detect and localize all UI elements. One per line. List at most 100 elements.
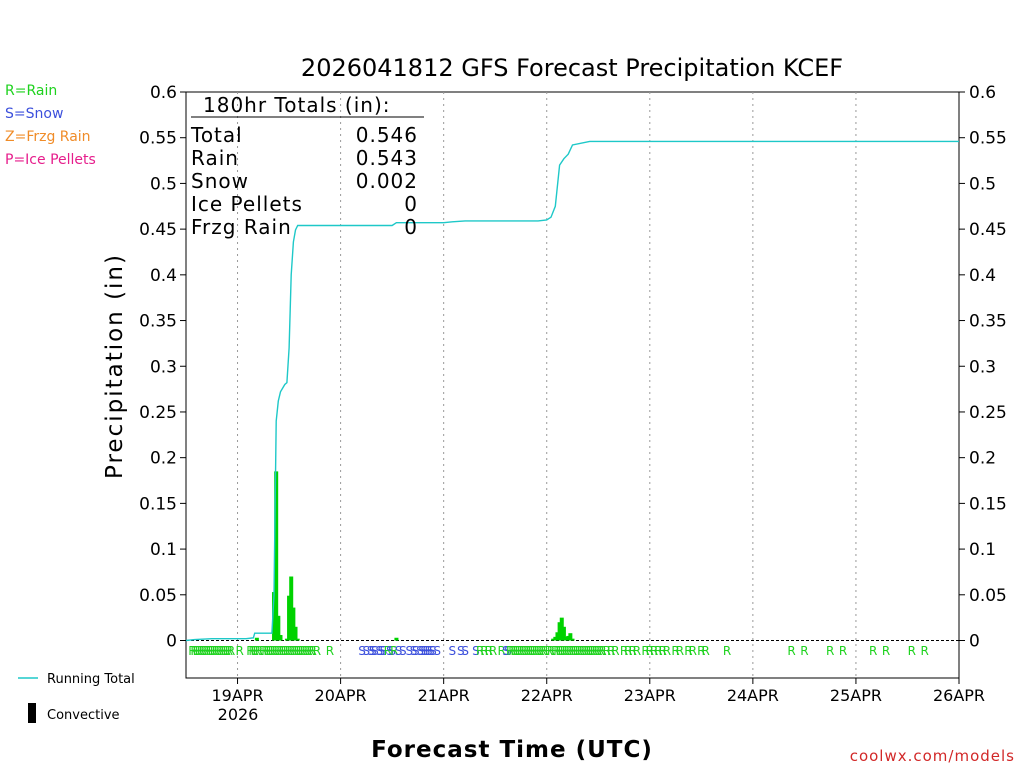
precip-type-marker: R [659,644,667,658]
precip-type-marker: R [654,644,662,658]
precip-type-marker: S [369,644,377,658]
precip-type-marker: R [199,644,207,658]
precip-type-marker: S [418,644,426,658]
x-tick-label: 21APR [418,686,470,705]
x-tick-label: 24APR [727,686,779,705]
y-tick-label-left: 0.5 [150,174,177,194]
precip-type-marker: S [388,644,396,658]
year-label: 2026 [218,705,259,724]
precip-type-marker: R [236,644,244,658]
precip-type-marker: R [276,644,284,658]
legend-frzg-rain: Z=Frzg Rain [5,129,91,145]
precip-type-marker: R [628,644,636,658]
precip-type-marker: R [193,644,201,658]
precip-bar [555,632,560,641]
precip-type-marker: R [573,644,581,658]
y-tick-label-left: 0.45 [139,220,177,240]
precip-type-marker: R [581,644,589,658]
chart-title: 2026041812 GFS Forecast Precipitation KC… [301,54,843,82]
y-tick-label-right: 0.55 [969,129,1007,149]
precip-type-marker: R [384,644,392,658]
precip-type-marker: S [380,644,388,658]
totals-ice-pellets-value: 0 [404,192,418,216]
precip-type-marker: S [395,644,403,658]
totals-snow-value: 0.002 [356,169,418,193]
precip-type-marker: R [306,644,314,658]
precip-type-marker: R [568,644,576,658]
precip-type-marker: R [920,644,928,658]
precip-bar [557,622,562,641]
x-axis: 19APR 20APR 21APR 22APR 23APR 24APR 25APR 26APR [211,678,985,705]
legend-ice-pellets: P=Ice Pellets [5,152,96,168]
precip-type-marker: S [425,644,433,658]
precip-type-marker: R [293,644,301,658]
precip-type-marker: R [538,644,546,658]
y-tick-label-right: 0.1 [969,540,996,560]
y-axis: 0 00.05 0.050.1 0.10.15 0.150.2 0.20.25 0.250.… [139,83,1007,652]
y-tick-label-left: 0.35 [139,312,177,332]
precip-type-marker: R [201,644,209,658]
precip-type-marker: R [287,644,295,658]
precip-type-marker: R [633,644,641,658]
precip-bar [284,638,289,641]
precip-type-marker: R [547,644,555,658]
precip-type-marker: R [588,644,596,658]
precip-type-marker: R [566,644,574,658]
precip-type-marker: R [701,644,709,658]
precip-type-marker: R [205,644,213,658]
precip-type-marker: R [220,644,228,658]
precip-type-marker: R [216,644,224,658]
precip-type-marker: R [270,644,278,658]
x-tick-label: 23APR [624,686,676,705]
precip-type-marker: R [663,644,671,658]
precip-type-marker: R [530,644,538,658]
precip-type-marker: S [399,644,407,658]
totals-total-value: 0.546 [356,123,418,147]
precip-bar [272,592,277,641]
precip-bar [274,471,279,641]
precip-type-marker: R [326,644,334,658]
precip-type-marker: R [528,644,536,658]
precip-type-marker: R [309,644,317,658]
totals-header: 180hr Totals (in): [203,93,391,117]
precip-type-marker: R [210,644,218,658]
precip-type-marker: R [510,644,518,658]
precip-bar [551,638,556,641]
precip-type-marker: R [676,644,684,658]
precip-type-marker: S [457,644,465,658]
precip-type-marker: R [300,644,308,658]
precip-type-marker: R [545,644,553,658]
x-tick-label: 20APR [315,686,367,705]
precip-type-marker: R [255,644,263,658]
precip-type-marker: R [723,644,731,658]
precip-type-marker: S [421,644,429,658]
precip-type-marker: R [689,644,697,658]
precip-bar [287,595,292,641]
precip-type-marker: S [410,644,418,658]
precip-type-marker: R [641,644,649,658]
precip-type-marker: R [598,644,606,658]
precip-type-marker: R [227,644,235,658]
precip-type-marker: R [291,644,299,658]
y-tick-label-left: 0.2 [150,449,177,469]
precip-type-marker: R [534,644,542,658]
precip-bar [553,636,558,641]
y-tick-label-left: 0 [166,632,177,652]
precip-type-marker: R [826,644,834,658]
precip-type-marker: R [577,644,585,658]
precip-type-marker: R [646,644,654,658]
precip-type-marker: S [363,644,371,658]
precip-type-marker: R [560,644,568,658]
precip-type-marker: R [603,644,611,658]
precip-type-marker: S [358,644,366,658]
x-tick-label: 22APR [521,686,573,705]
precip-type-marker: R [289,644,297,658]
precip-type-marker: R [517,644,525,658]
precip-type-marker: R [564,644,572,658]
precip-bar [566,635,571,641]
precip-type-marker: R [596,644,604,658]
precip-type-marker: R [212,644,220,658]
precip-type-marker: R [261,644,269,658]
precip-type-marker: R [697,644,705,658]
